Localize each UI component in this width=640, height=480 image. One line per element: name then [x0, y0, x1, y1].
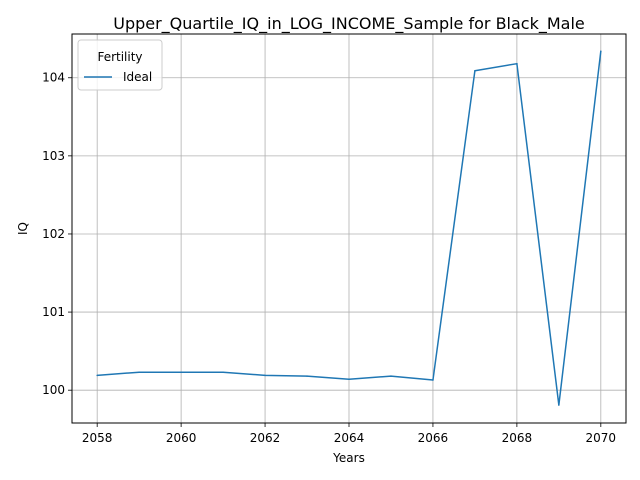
data-point — [474, 69, 476, 72]
legend: Fertility Ideal — [77, 39, 163, 91]
chart-title: Upper_Quartile_IQ_in_LOG_INCOME_Sample f… — [113, 14, 585, 34]
y-tick-label: 100 — [42, 383, 65, 397]
legend-label-ideal: Ideal — [123, 70, 152, 84]
y-tick-label: 103 — [42, 149, 65, 163]
x-tick-label: 2062 — [250, 431, 281, 445]
series-lines — [96, 50, 602, 406]
grid-lines — [72, 34, 626, 423]
data-point — [558, 404, 560, 406]
y-axis-ticks: 100 101 102 103 104 — [42, 71, 72, 397]
data-point — [138, 371, 140, 373]
x-tick-label: 2058 — [82, 431, 113, 445]
data-point — [516, 62, 518, 65]
legend-title: Fertility — [97, 50, 142, 64]
x-tick-label: 2066 — [418, 431, 449, 445]
x-tick-label: 2068 — [502, 431, 533, 445]
x-tick-label: 2060 — [166, 431, 197, 445]
y-tick-label: 102 — [42, 227, 65, 241]
data-point — [432, 379, 434, 381]
data-point — [306, 375, 308, 377]
data-point — [264, 374, 266, 377]
data-point — [222, 371, 224, 373]
data-point — [600, 50, 602, 52]
x-tick-label: 2070 — [586, 431, 617, 445]
y-tick-label: 104 — [42, 71, 65, 85]
data-point — [96, 374, 98, 377]
data-point — [390, 375, 392, 377]
x-tick-label: 2064 — [334, 431, 365, 445]
x-axis-label: Years — [332, 451, 365, 465]
data-point — [180, 371, 182, 373]
y-axis-label: IQ — [16, 222, 30, 235]
y-tick-label: 101 — [42, 305, 65, 319]
x-axis-ticks: 2058 2060 2062 2064 2066 2068 2070 — [82, 423, 616, 445]
data-point — [348, 378, 350, 381]
